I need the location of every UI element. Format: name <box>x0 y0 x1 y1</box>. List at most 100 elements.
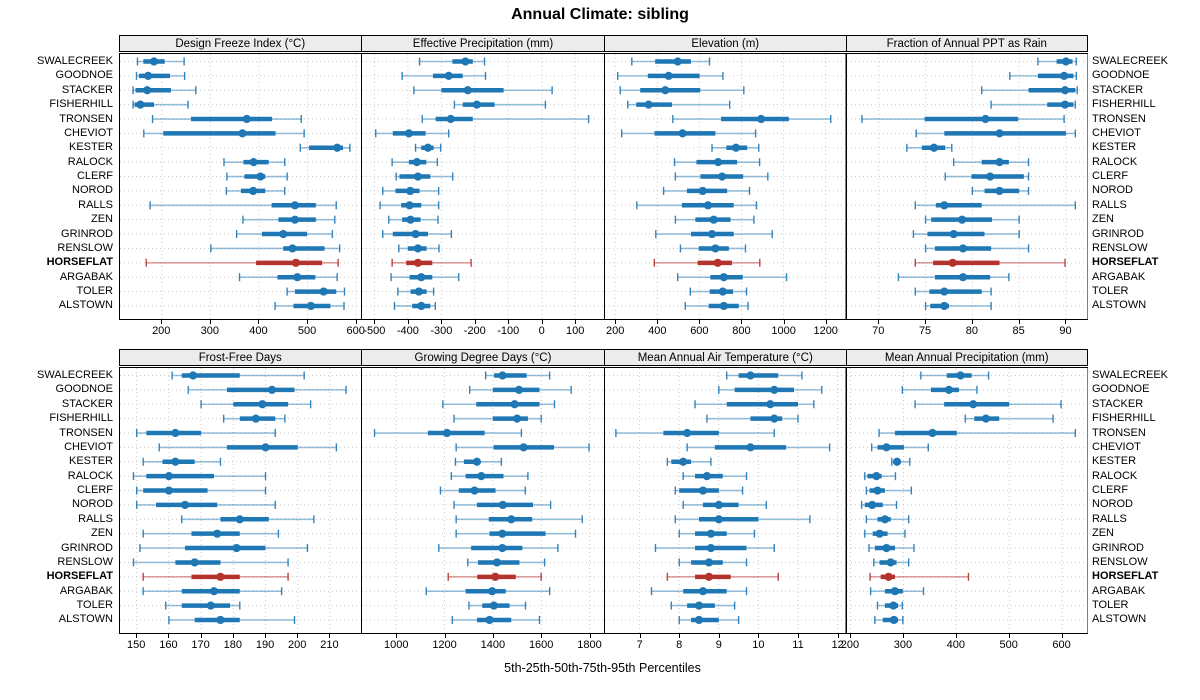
axis-tick <box>955 634 957 638</box>
panel-plot-frost-free-days <box>118 367 362 634</box>
percentile-line-norod <box>382 186 440 196</box>
axis-tick <box>232 634 234 638</box>
percentile-line-toler <box>670 601 736 610</box>
percentile-line-ralls <box>914 201 1076 210</box>
percentile-line-alstown <box>451 615 541 625</box>
station-label-right-norod: NOROD <box>1092 184 1133 197</box>
percentile-line-norod <box>453 500 552 510</box>
percentile-line-stacker <box>131 86 196 95</box>
percentile-line-tronsen <box>860 114 1065 124</box>
station-label-right-ralls: RALLS <box>1092 512 1127 525</box>
percentile-line-renslow <box>924 244 1029 253</box>
station-label-right-toler: TOLER <box>1092 285 1129 298</box>
station-label-right-ralock: RALOCK <box>1092 469 1138 482</box>
percentile-line-clerf <box>135 486 266 495</box>
station-label-right-renslow: RENSLOW <box>1092 555 1148 568</box>
percentile-line-grinrod <box>655 229 773 239</box>
percentile-line-tronsen <box>615 428 775 438</box>
station-label-right-horseflat: HORSEFLAT <box>1092 256 1159 269</box>
percentile-line-argabak <box>897 273 1010 282</box>
axis-tick-label: 12 <box>831 639 844 651</box>
panel-plot-elevation-m <box>604 53 847 320</box>
axis-tick-label: 1000 <box>771 325 796 337</box>
percentile-line-kester <box>141 457 221 466</box>
station-label-left-kester: KESTER <box>68 455 113 468</box>
station-label-left-toler: TOLER <box>76 285 113 298</box>
percentile-line-kester <box>454 457 503 466</box>
axis-tick <box>441 320 443 324</box>
percentile-line-horseflat <box>447 572 542 581</box>
percentile-line-norod <box>860 500 897 510</box>
station-label-right-toler: TOLER <box>1092 599 1129 612</box>
percentile-line-swalecreek <box>136 57 185 66</box>
percentile-line-zen <box>141 529 279 538</box>
station-label-left-argabak: ARGABAK <box>59 584 113 597</box>
percentile-line-grinrod <box>912 229 1020 239</box>
percentile-line-fisherhill <box>222 414 286 423</box>
percentile-line-clerf <box>395 172 454 181</box>
axis-tick-label: 600 <box>346 325 365 337</box>
axis-tick-label: -500 <box>363 325 386 337</box>
axis-tick-label: 11 <box>792 639 804 651</box>
station-label-right-swalecreek: SWALECREEK <box>1092 55 1169 67</box>
axis-tick-label: 0 <box>538 325 545 337</box>
percentile-line-norod <box>135 500 276 510</box>
station-label-left-ralls: RALLS <box>78 198 113 211</box>
axis-tick <box>297 634 299 638</box>
station-label-right-goodnoe: GOODNOE <box>1092 69 1150 82</box>
percentile-line-renslow <box>678 558 748 567</box>
station-label-left-horseflat: HORSEFLAT <box>46 570 113 583</box>
station-label-left-tronsen: TRONSEN <box>59 426 113 439</box>
station-label-right-stacker: STACKER <box>1092 397 1144 410</box>
axis-tick-label: 1600 <box>528 639 554 651</box>
axis-tick-label: 600 <box>1052 639 1071 651</box>
axis-tick <box>444 634 446 638</box>
percentile-line-ralock <box>391 158 439 167</box>
percentile-line-kester <box>666 457 712 466</box>
station-label-right-goodnoe: GOODNOE <box>1092 383 1150 396</box>
percentile-line-grinrod <box>867 543 915 553</box>
station-label-right-swalecreek: SWALECREEK <box>1092 369 1169 381</box>
percentile-line-alstown <box>167 615 295 625</box>
axis-tick-label: 100 <box>566 325 585 337</box>
axis-tick <box>878 320 880 324</box>
axis-tick-label: 90 <box>1059 325 1072 337</box>
percentile-line-ralock <box>682 472 748 481</box>
station-label-left-swalecreek: SWALECREEK <box>36 369 113 381</box>
axis-tick-label: 180 <box>223 639 242 651</box>
percentile-line-tronsen <box>151 114 302 124</box>
percentile-line-cheviot <box>686 443 831 452</box>
panel-title-growing-degree-days-c: Growing Degree Days (°C) <box>361 349 605 366</box>
percentile-line-argabak <box>141 587 282 596</box>
percentile-line-swalecreek <box>1036 57 1077 66</box>
percentile-line-stacker <box>980 86 1078 95</box>
axis-tick <box>699 320 701 324</box>
station-label-left-clerf: CLERF <box>76 170 113 183</box>
axis-tick-label: 1800 <box>577 639 602 651</box>
axis-tick <box>307 320 309 324</box>
percentile-line-alstown <box>273 301 345 311</box>
percentile-line-goodnoe <box>187 385 347 394</box>
station-label-left-fisherhill: FISHERHILL <box>49 412 113 425</box>
percentile-line-renslow <box>872 558 909 567</box>
axis-tick <box>849 634 851 638</box>
percentile-line-zen <box>924 215 1020 224</box>
percentile-line-swalecreek <box>631 57 711 66</box>
panel-plot-fraction-of-annual-ppt-as-rain <box>845 53 1088 320</box>
station-label-left-stacker: STACKER <box>61 83 113 96</box>
axis-caption: 5th-25th-50th-75th-95th Percentiles <box>504 661 701 675</box>
percentile-line-argabak <box>390 273 460 282</box>
station-label-left-swalecreek: SWALECREEK <box>36 55 113 67</box>
panel-title-mean-annual-precipitation-mm: Mean Annual Precipitation (mm) <box>845 349 1088 366</box>
percentile-line-goodnoe <box>616 71 724 80</box>
station-label-right-ralock: RALOCK <box>1092 155 1138 168</box>
percentile-line-zen <box>674 215 755 224</box>
axis-tick <box>825 320 827 324</box>
panel-plot-mean-annual-air-temperature-c <box>604 367 847 634</box>
station-label-left-toler: TOLER <box>76 599 113 612</box>
percentile-line-fisherhill <box>453 414 542 423</box>
percentile-line-ralock <box>222 158 285 167</box>
percentile-line-ralock <box>450 472 529 481</box>
station-label-right-grinrod: GRINROD <box>1092 227 1144 240</box>
axis-tick <box>718 634 720 638</box>
